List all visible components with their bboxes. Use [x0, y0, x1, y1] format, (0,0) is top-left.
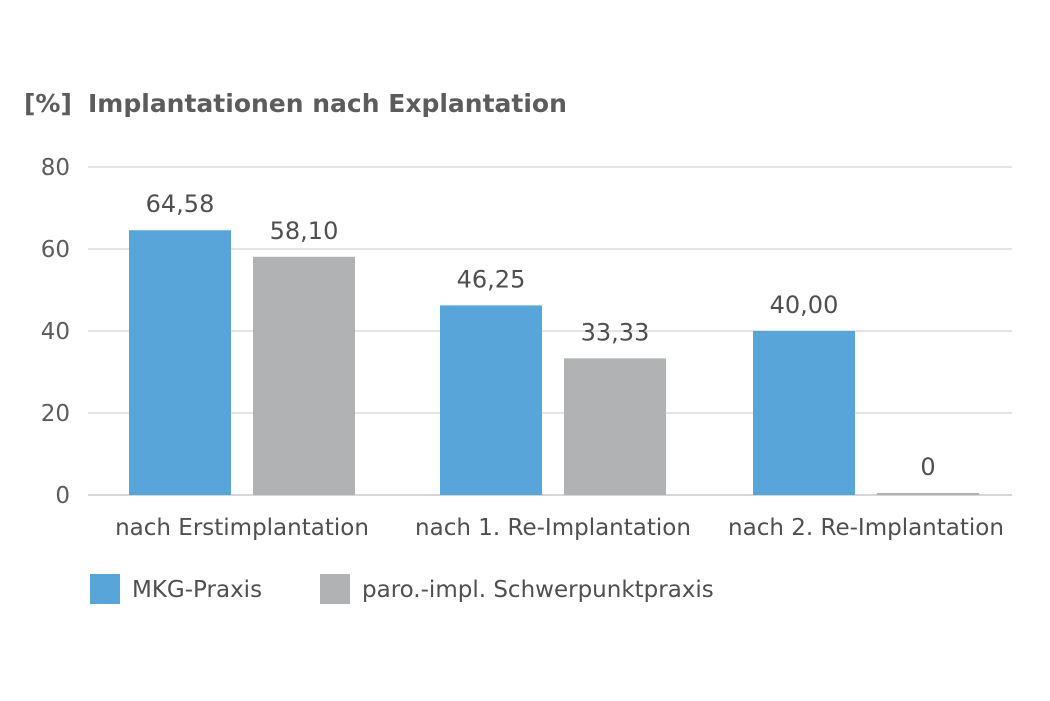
- category-label: nach 2. Re-Implantation: [728, 515, 1004, 541]
- y-tick-label: 80: [41, 155, 70, 181]
- data-label: 46,25: [457, 265, 526, 293]
- x-axis-categories: nach Erstimplantation nach 1. Re-Implanta…: [115, 515, 1004, 541]
- y-tick-label: 0: [55, 483, 70, 509]
- legend-label: paro.-impl. Schwerpunktpraxis: [362, 577, 714, 603]
- category-label: nach 1. Re-Implantation: [415, 515, 691, 541]
- data-label: 40,00: [770, 291, 839, 319]
- data-label: 0: [920, 453, 935, 481]
- legend-swatch: [90, 574, 120, 604]
- bar-schwerpunktpraxis: [877, 493, 979, 495]
- data-labels: 64,58 46,25 40,00 58,10 33,33 0: [146, 190, 936, 481]
- gridlines: [88, 166, 1012, 496]
- y-tick-label: 40: [41, 319, 70, 345]
- bar-schwerpunktpraxis: [253, 256, 355, 495]
- data-label: 33,33: [581, 318, 650, 346]
- chart-title: Implantationen nach Explantation: [88, 89, 567, 118]
- bar-mkg-praxis: [129, 230, 231, 496]
- data-label: 58,10: [270, 217, 339, 245]
- bar-schwerpunktpraxis: [564, 358, 666, 495]
- legend: MKG-Praxis paro.-impl. Schwerpunktpraxis: [90, 574, 714, 604]
- data-label: 64,58: [146, 190, 215, 218]
- chart-title-unit: [%]: [24, 89, 72, 118]
- category-label: nach Erstimplantation: [115, 515, 369, 541]
- y-axis-ticks: 0 20 40 60 80: [41, 155, 70, 509]
- y-tick-label: 20: [41, 401, 70, 427]
- bars: [129, 230, 979, 496]
- bar-mkg-praxis: [753, 331, 855, 495]
- bar-mkg-praxis: [440, 305, 542, 495]
- legend-label: MKG-Praxis: [132, 577, 262, 603]
- legend-swatch: [320, 574, 350, 604]
- y-tick-label: 60: [41, 237, 70, 263]
